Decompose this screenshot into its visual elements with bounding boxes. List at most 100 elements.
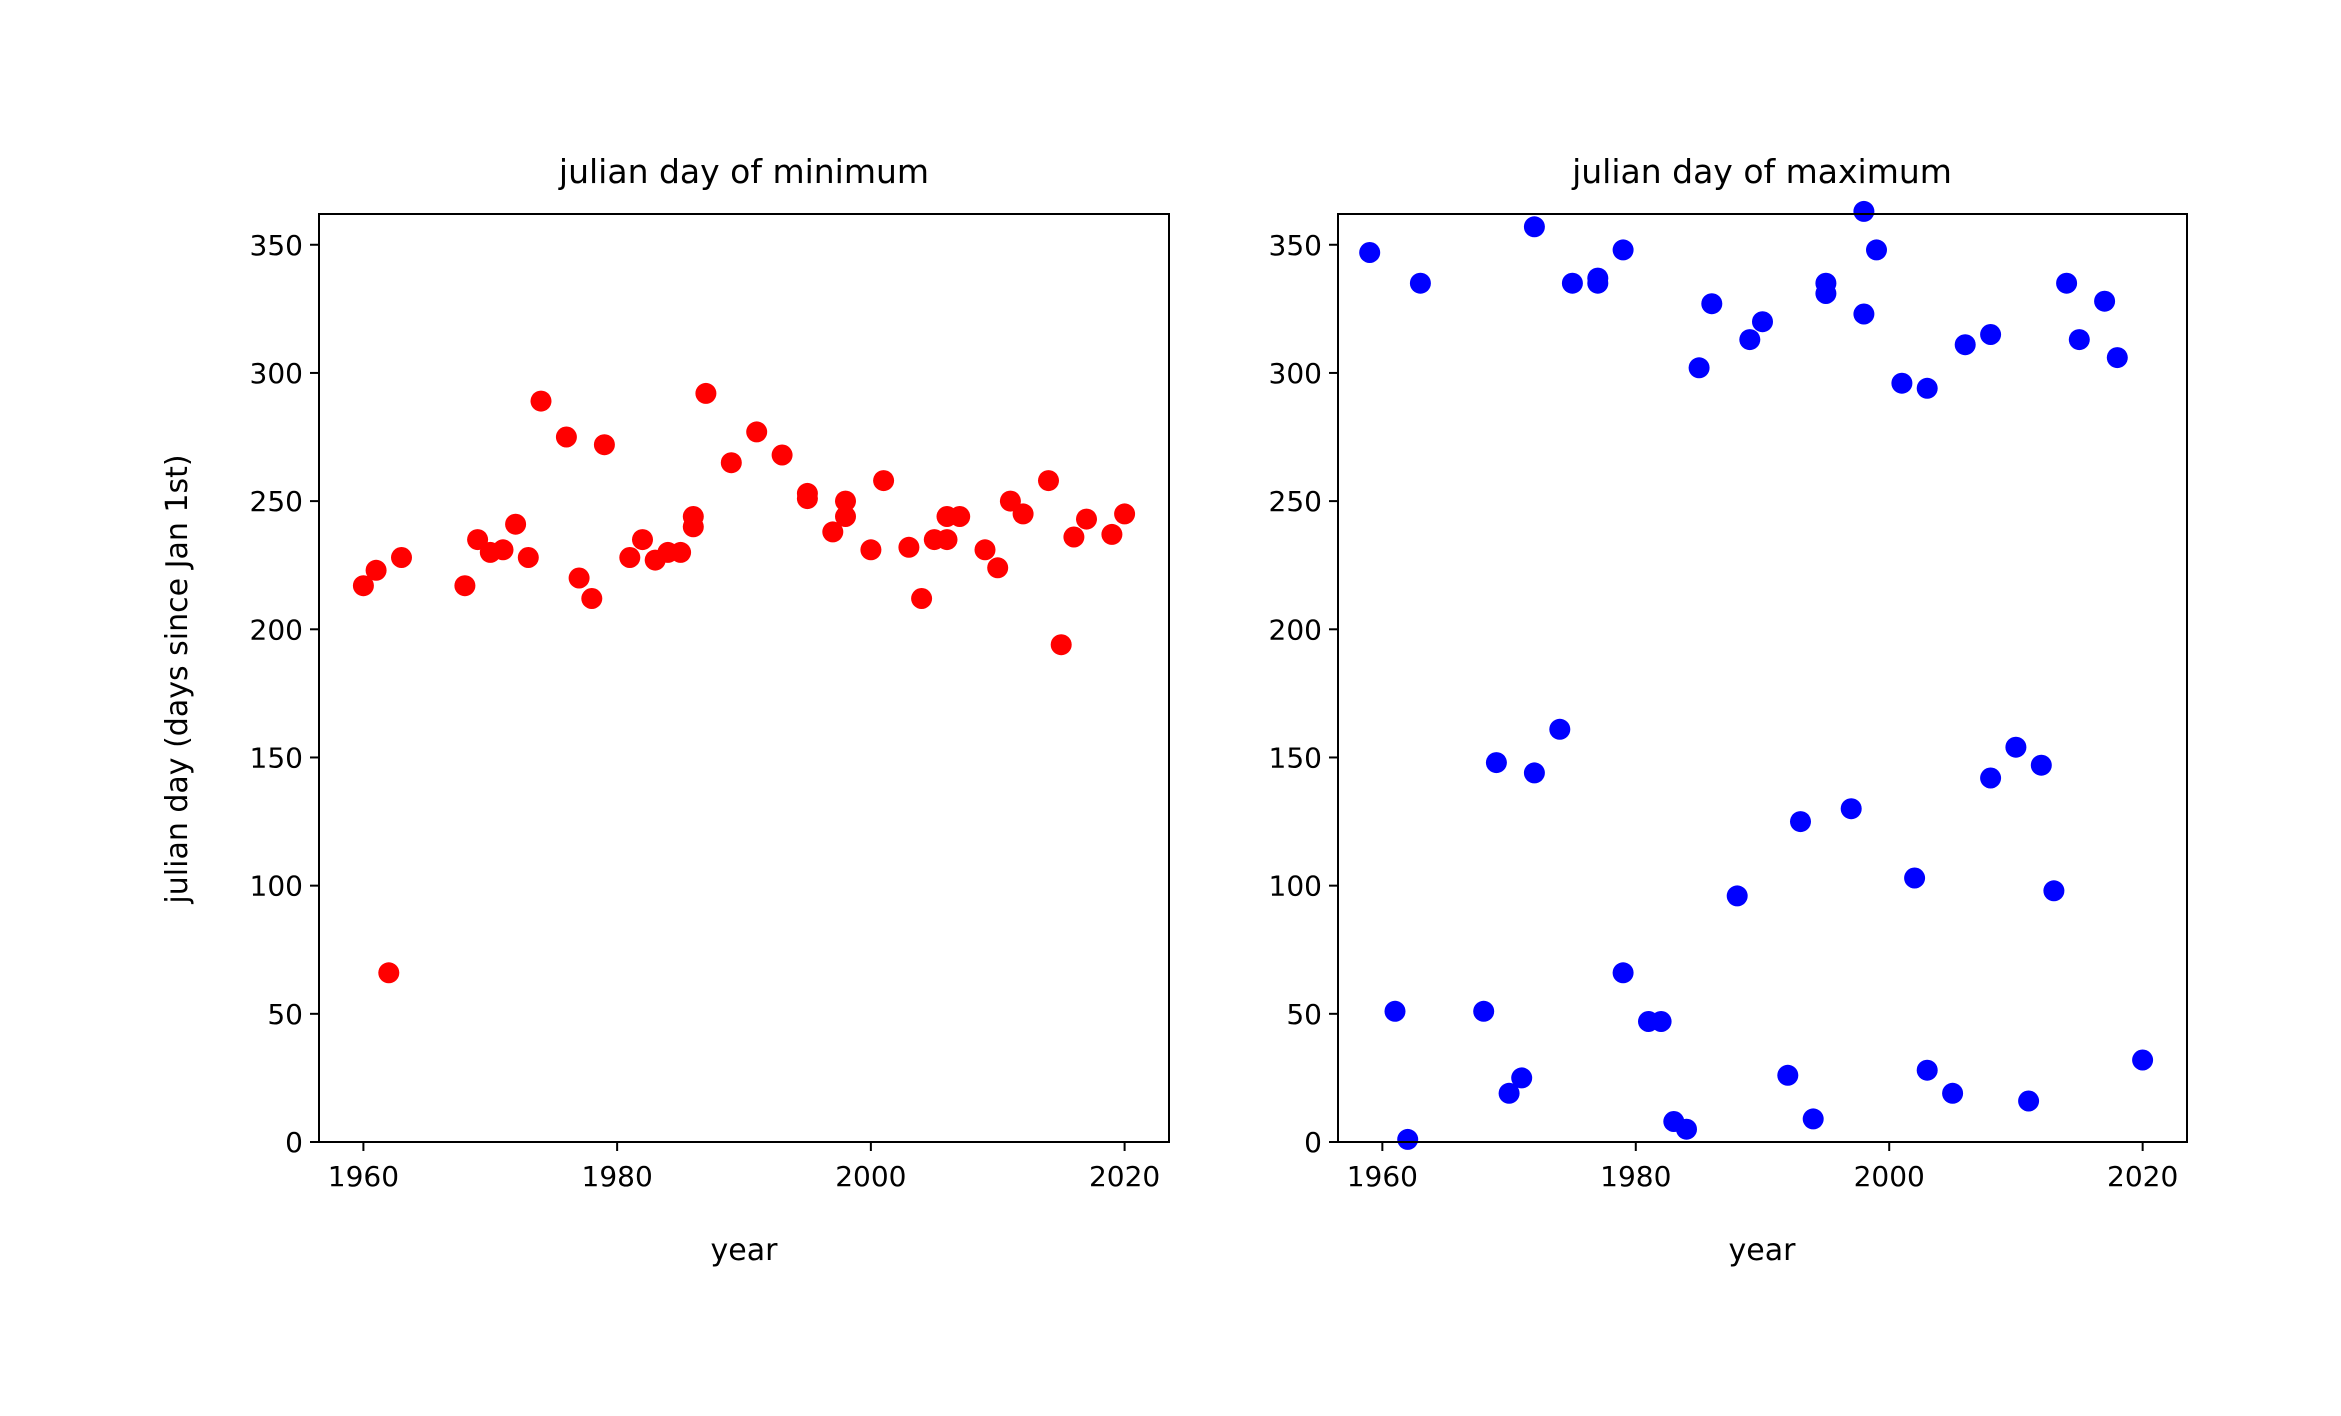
maximum-point-44 <box>2030 754 2052 776</box>
minimum-y-axis-label: julian day (days since Jan 1st) <box>160 454 195 904</box>
maximum-point-33 <box>1866 239 1887 261</box>
maximum-plot-area <box>1337 213 2188 1143</box>
minimum-point-44 <box>1050 634 1072 656</box>
minimum-x-tick-label-2000: 2000 <box>835 1160 906 1193</box>
maximum-x-tick-label-1960: 1960 <box>1347 1160 1418 1193</box>
maximum-point-50 <box>2132 1049 2154 1071</box>
minimum-point-16 <box>632 529 653 551</box>
maximum-point-26 <box>1790 811 1811 833</box>
maximum-y-tick-label-300: 300 <box>1269 357 1322 390</box>
minimum-point-48 <box>1114 503 1136 525</box>
minimum-ticks: 1960 1980 2000 2020 0 50 100 150 200 250 300 350 <box>250 229 1161 1193</box>
maximum-point-15 <box>1612 239 1634 261</box>
minimum-point-8 <box>505 513 527 535</box>
minimum-y-tick-label-200: 200 <box>250 613 303 646</box>
minimum-point-22 <box>695 382 717 404</box>
maximum-point-3 <box>1409 272 1431 294</box>
maximum-y-tick-label-100: 100 <box>1269 870 1322 903</box>
maximum-point-14 <box>1612 962 1634 984</box>
maximum-point-48 <box>2094 290 2116 312</box>
maximum-point-32 <box>1853 200 1875 222</box>
maximum-x-axis-label: year <box>1729 1233 1797 1268</box>
maximum-point-9 <box>1523 216 1545 238</box>
maximum-point-38 <box>1942 1082 1964 1104</box>
maximum-point-41 <box>1980 324 2002 345</box>
minimum-point-11 <box>555 426 577 448</box>
minimum-plot-area <box>318 213 1170 1143</box>
maximum-point-13 <box>1587 267 1609 289</box>
minimum-point-14 <box>593 434 615 456</box>
minimum-point-3 <box>391 547 412 568</box>
minimum-point-23 <box>720 452 742 474</box>
minimum-point-24 <box>746 421 768 443</box>
maximum-ticks: 1960 1980 2000 2020 0 50 100 150 200 250 300 350 <box>1269 229 2179 1193</box>
maximum-point-42 <box>2005 736 2027 758</box>
minimum-point-1 <box>365 559 387 581</box>
minimum-point-13 <box>581 588 603 609</box>
maximum-point-5 <box>1485 752 1507 774</box>
maximum-point-2 <box>1397 1128 1419 1150</box>
minimum-point-31 <box>860 539 882 561</box>
minimum-point-15 <box>619 547 641 568</box>
minimum-point-33 <box>898 536 920 558</box>
maximum-point-35 <box>1904 867 1926 889</box>
minimum-point-21 <box>682 506 704 527</box>
minimum-point-29 <box>835 506 856 527</box>
maximum-point-37 <box>1916 377 1938 399</box>
maximum-points <box>1359 200 2154 1150</box>
maximum-y-tick-label-200: 200 <box>1269 613 1322 646</box>
minimum-point-7 <box>492 539 514 561</box>
minimum-point-38 <box>949 506 971 527</box>
maximum-point-8 <box>1523 762 1545 784</box>
maximum-point-22 <box>1726 885 1748 907</box>
maximum-x-tick-label-2020: 2020 <box>2107 1160 2178 1193</box>
minimum-point-41 <box>999 490 1021 512</box>
maximum-y-tick-label-150: 150 <box>1269 741 1322 774</box>
minimum-point-47 <box>1101 523 1123 545</box>
maximum-point-43 <box>2018 1090 2040 1112</box>
minimum-point-46 <box>1076 508 1097 530</box>
maximum-point-36 <box>1916 1059 1938 1081</box>
maximum-point-40 <box>1980 767 2002 789</box>
minimum-point-30 <box>835 490 856 512</box>
maximum-point-24 <box>1752 311 1773 333</box>
minimum-y-tick-label-350: 350 <box>250 229 303 262</box>
minimum-y-tick-label-50: 50 <box>267 998 303 1031</box>
maximum-point-29 <box>1815 272 1837 294</box>
minimum-y-tick-label-300: 300 <box>250 357 303 390</box>
maximum-y-tick-label-0: 0 <box>1304 1126 1322 1159</box>
minimum-point-43 <box>1038 470 1059 492</box>
minimum-point-19 <box>670 541 692 563</box>
maximum-point-21 <box>1701 293 1723 315</box>
minimum-point-0 <box>352 575 374 597</box>
minimum-x-tick-label-2020: 2020 <box>1089 1160 1160 1193</box>
minimum-scatter-panel: julian day of minimum 1960 1980 2000 2020 0 5… <box>160 152 1170 1268</box>
maximum-point-49 <box>2106 347 2128 369</box>
minimum-point-28 <box>822 521 844 543</box>
minimum-point-40 <box>987 557 1009 579</box>
maximum-point-31 <box>1853 303 1875 325</box>
minimum-point-2 <box>378 962 400 984</box>
minimum-point-10 <box>530 390 552 412</box>
minimum-y-tick-label-0: 0 <box>285 1126 303 1159</box>
minimum-point-39 <box>974 539 996 561</box>
maximum-point-0 <box>1359 242 1381 263</box>
maximum-point-7 <box>1511 1067 1533 1089</box>
minimum-x-axis-label: year <box>711 1233 779 1268</box>
minimum-point-5 <box>467 529 489 551</box>
maximum-point-47 <box>2068 329 2090 351</box>
minimum-point-36 <box>936 529 958 551</box>
maximum-chart-title: julian day of maximum <box>1571 152 1952 191</box>
minimum-point-25 <box>771 444 793 466</box>
maximum-x-tick-label-1980: 1980 <box>1600 1160 1671 1193</box>
minimum-point-4 <box>454 575 476 597</box>
maximum-point-23 <box>1739 329 1761 351</box>
maximum-point-1 <box>1384 1000 1406 1022</box>
maximum-point-45 <box>2043 880 2065 902</box>
minimum-y-tick-label-250: 250 <box>250 485 303 518</box>
maximum-point-20 <box>1688 357 1710 379</box>
maximum-point-34 <box>1891 372 1913 394</box>
maximum-point-39 <box>1954 334 1976 356</box>
minimum-point-12 <box>568 567 590 589</box>
